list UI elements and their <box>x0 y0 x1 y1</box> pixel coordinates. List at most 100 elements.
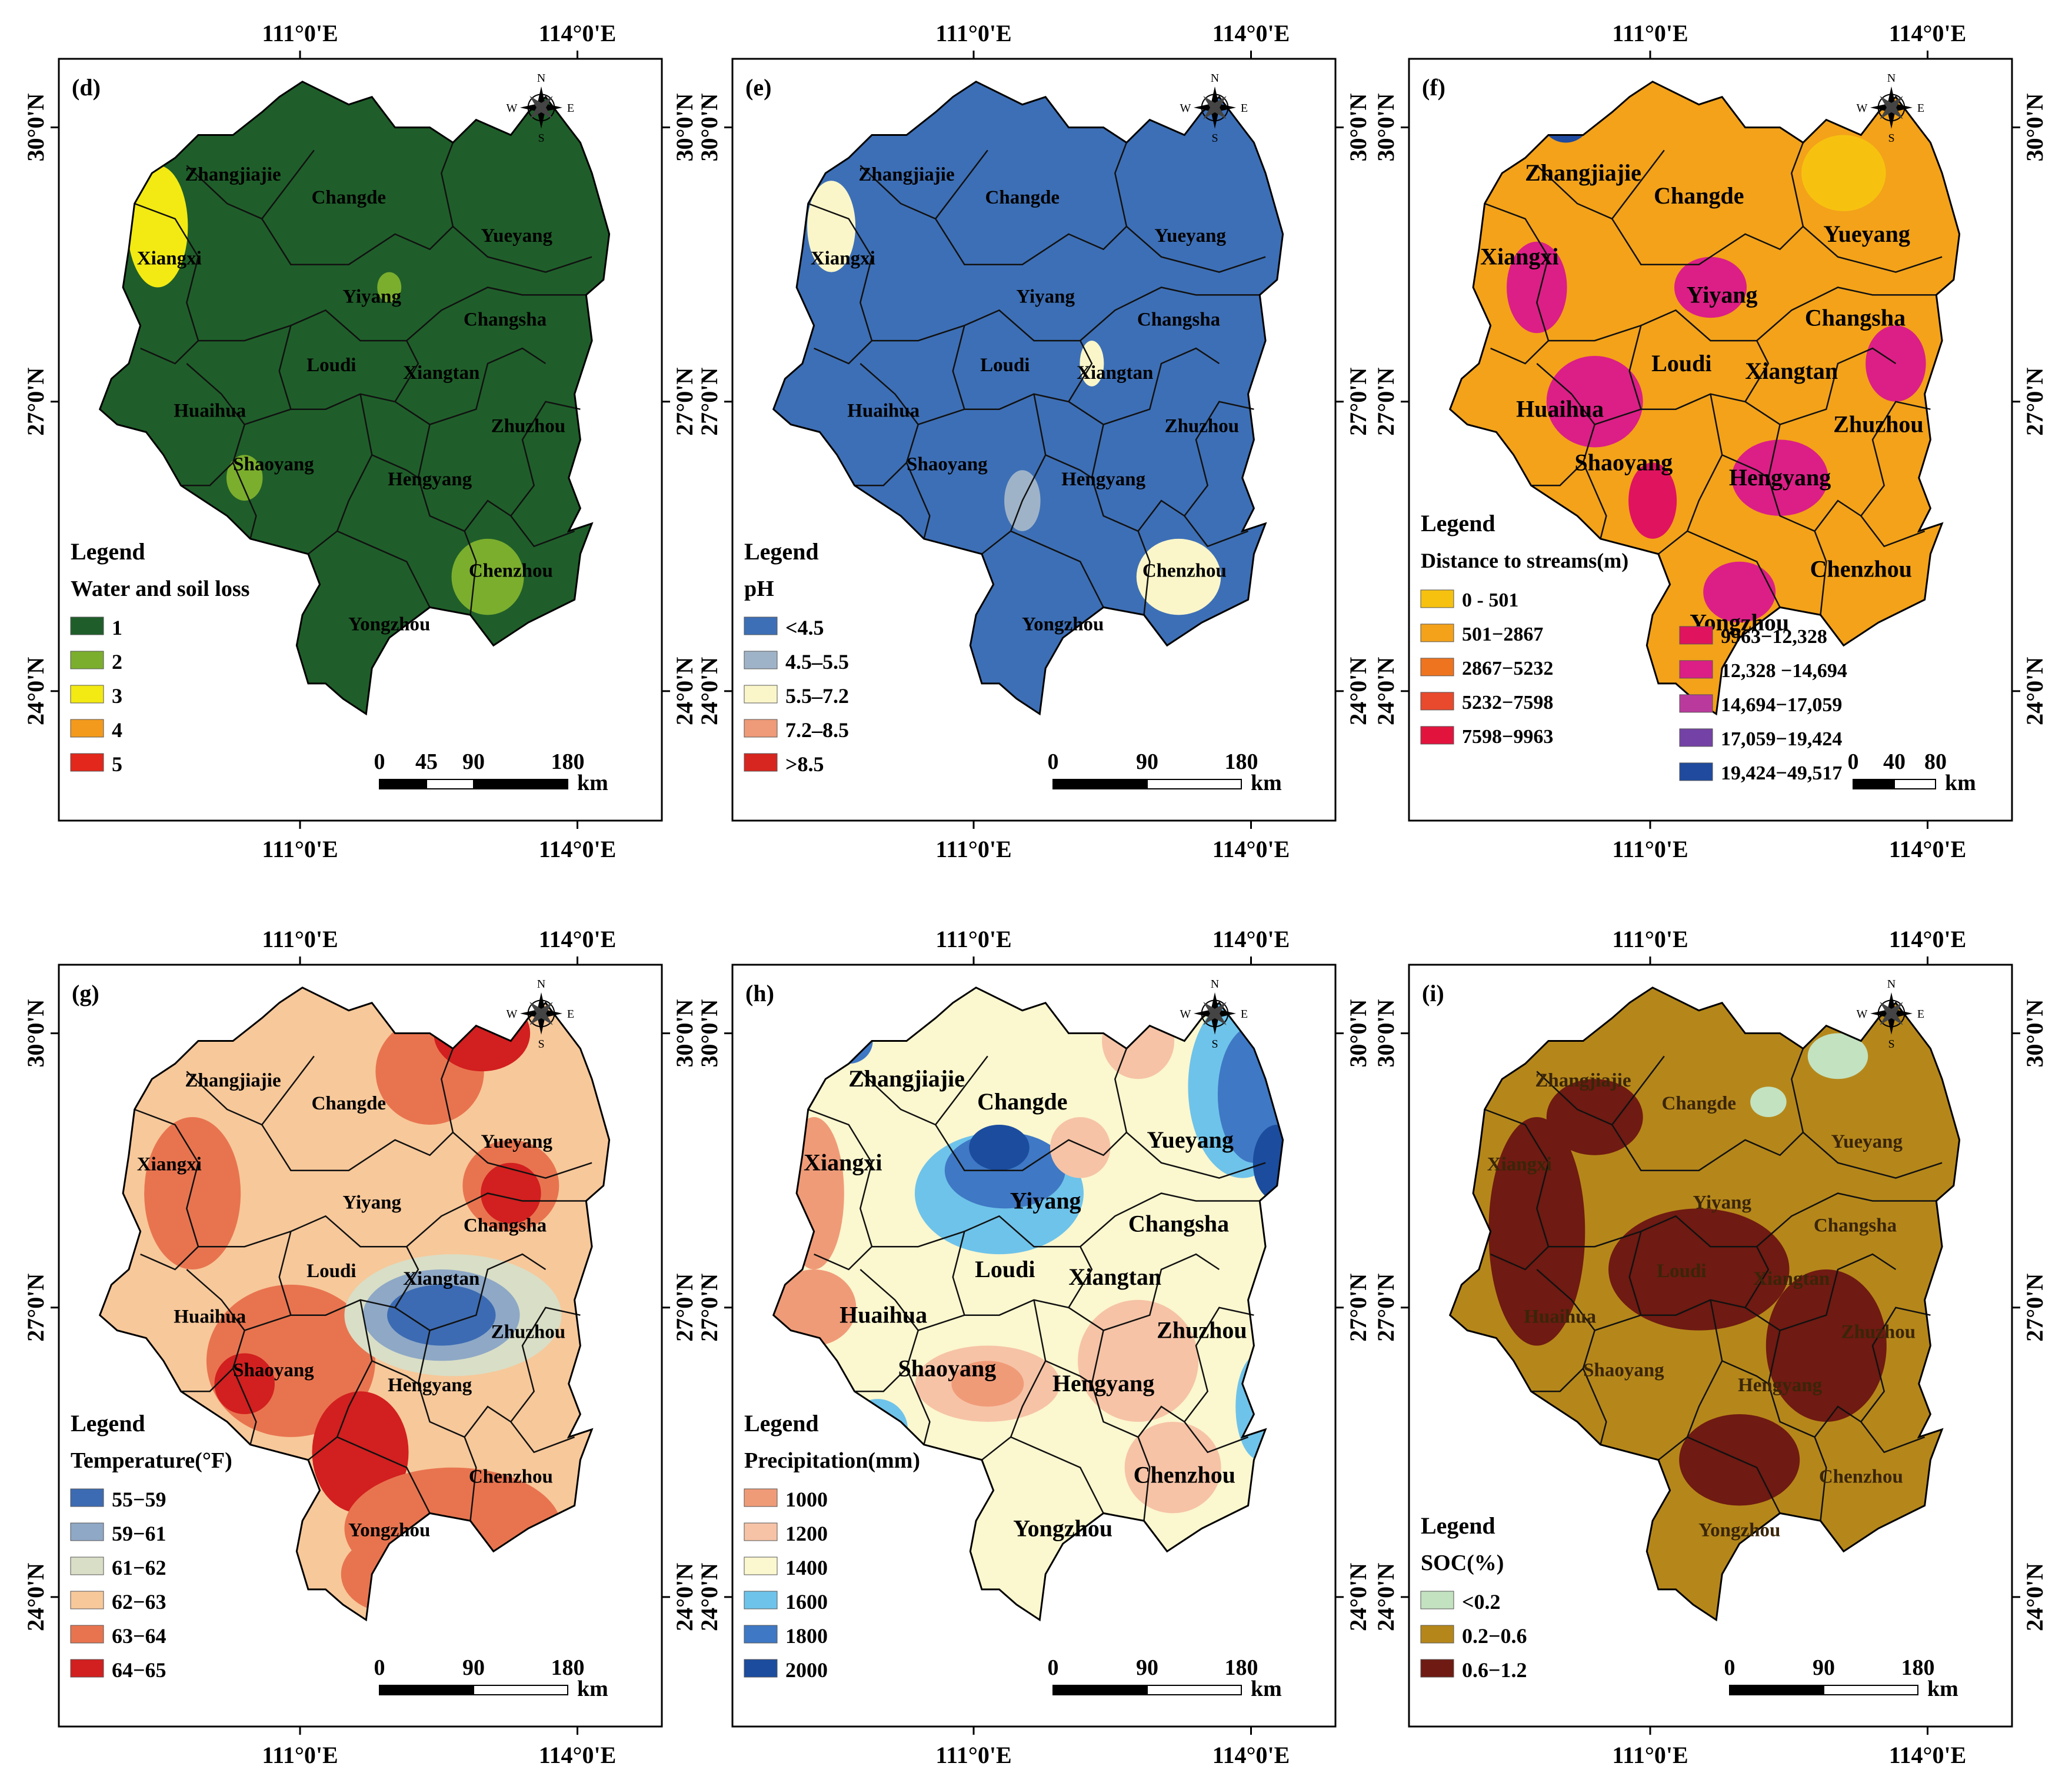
raster-overlay <box>1507 96 1960 623</box>
legend-swatch <box>744 1659 778 1678</box>
city-border <box>1814 531 1827 615</box>
city-label-shaoyang: Shaoyang <box>233 454 314 475</box>
lat-label-right: 30°0'N <box>671 93 698 161</box>
city-border <box>1860 1421 1926 1454</box>
city-label-hengyang: Hengyang <box>1729 464 1831 491</box>
city-label-yueyang: Yueyang <box>1831 1131 1903 1152</box>
city-label-loudi: Loudi <box>980 355 1030 376</box>
panel-label: (h) <box>745 980 774 1007</box>
city-label-huaihua: Huaihua <box>1516 396 1604 422</box>
city-label-zhuzhou: Zhuzhou <box>1165 416 1240 437</box>
legend-item-label: 1000 <box>785 1488 828 1511</box>
city-label-xiangxi: Xiangxi <box>811 248 875 269</box>
scale-tick-label: 80 <box>1924 749 1947 774</box>
city-label-hengyang: Hengyang <box>1738 1375 1823 1396</box>
scale-segment <box>473 1685 568 1695</box>
city-border <box>198 1192 587 1248</box>
value-zone <box>1252 1124 1283 1201</box>
lon-label-top: 114°0'E <box>539 20 617 46</box>
city-border <box>952 325 1093 410</box>
city-label-yiyang: Yiyang <box>1693 1192 1751 1213</box>
city-label-yongzhou: Yongzhou <box>1013 1515 1112 1541</box>
city-border <box>1548 1192 1937 1248</box>
legend-subtitle: Distance to streams(m) <box>1421 549 1628 572</box>
compass-s: S <box>1211 132 1218 145</box>
scale-tick-label: 0 <box>1048 1655 1059 1680</box>
legend-item-label: 0 - 501 <box>1462 589 1518 611</box>
city-border <box>1091 401 1254 532</box>
compass-s: S <box>538 1038 544 1051</box>
city-label-xiangxi: Xiangxi <box>1480 244 1558 270</box>
city-border <box>1814 1437 1827 1521</box>
lat-label-right: 27°0'N <box>2021 368 2048 436</box>
legend-item-label: 4 <box>112 718 122 742</box>
lat-label-right: 30°0'N <box>1345 999 1371 1067</box>
city-border <box>1582 1368 1607 1445</box>
city-border <box>1582 462 1607 539</box>
city-border <box>1594 1314 1641 1331</box>
value-zone <box>1750 1087 1787 1117</box>
compass-s: S <box>538 132 544 145</box>
legend-swatch <box>744 1488 778 1507</box>
city-border <box>337 530 431 608</box>
value-zone <box>1628 462 1677 539</box>
lat-label-right: 24°0'N <box>671 1563 698 1631</box>
scale-segment <box>1894 779 1936 789</box>
province-fill <box>1450 81 1960 714</box>
city-label-changde: Changde <box>977 1088 1067 1115</box>
lat-label-right: 27°0'N <box>1345 368 1371 436</box>
compass-s: S <box>1888 1038 1894 1051</box>
city-border <box>337 1436 431 1514</box>
city-label-zhuzhou: Zhuzhou <box>1157 1317 1247 1344</box>
scale-tick-label: 180 <box>1225 749 1258 774</box>
lat-label-left: 27°0'N <box>1373 368 1399 436</box>
legend-swatch <box>70 616 104 635</box>
city-border <box>181 1269 246 1392</box>
lat-label-left: 30°0'N <box>696 93 722 161</box>
map-panel-d: 111°0'E 111°0'E 114°0'E 114°0'E 30°0'N 30°0'N… <box>22 20 698 862</box>
city-label-huaihua: Huaihua <box>847 401 920 422</box>
city-label-zhangjiajie: Zhangjiajie <box>858 164 954 185</box>
legend-item-label: 501−2867 <box>1462 624 1543 645</box>
province-outline <box>1448 81 1961 716</box>
city-border <box>918 1314 965 1331</box>
city-label-yongzhou: Yongzhou <box>1022 614 1104 635</box>
legend-item-label: 2867−5232 <box>1462 658 1553 679</box>
lat-label-left: 24°0'N <box>22 1563 49 1631</box>
legend-subtitle: Temperature(°F) <box>71 1448 232 1473</box>
city-border <box>1628 1231 1770 1316</box>
scale-unit: km <box>577 1677 608 1701</box>
city-label-yongzhou: Yongzhou <box>348 1519 430 1541</box>
city-border <box>1721 454 1769 479</box>
city-label-xiangxi: Xiangxi <box>137 1154 202 1175</box>
compass-e: E <box>567 1008 574 1021</box>
city-border <box>232 1368 257 1445</box>
city-border <box>952 1231 1093 1316</box>
value-zone <box>226 455 263 501</box>
value-zone <box>377 272 402 303</box>
city-label-zhuzhou: Zhuzhou <box>1841 1322 1916 1343</box>
map-panel-h: 111°0'E 111°0'E 114°0'E 114°0'E 30°0'N 30°0'N… <box>696 926 1371 1768</box>
city-label-hengyang: Hengyang <box>1061 469 1146 490</box>
compass-s: S <box>1211 1038 1218 1051</box>
panel-label: (d) <box>72 74 101 101</box>
city-border <box>1045 454 1092 479</box>
scale-tick-label: 90 <box>462 1655 485 1680</box>
value-zone <box>1050 1117 1111 1178</box>
compass-e: E <box>1917 102 1924 115</box>
value-zone <box>1703 561 1776 623</box>
scale-tick-label: 180 <box>551 749 585 774</box>
province-outline <box>772 81 1284 716</box>
city-label-huaihua: Huaihua <box>174 401 246 422</box>
legend-swatch <box>70 651 104 669</box>
value-zone <box>451 538 524 615</box>
lon-label-bottom: 114°0'E <box>1889 1742 1967 1768</box>
lon-label-bottom: 111°0'E <box>262 1742 338 1768</box>
legend-subtitle: Precipitation(mm) <box>744 1448 920 1473</box>
legend-item-label: 1600 <box>785 1590 828 1614</box>
compass-rose-icon: N S E W <box>507 72 575 145</box>
value-zone <box>1801 135 1886 211</box>
city-border <box>1687 1436 1781 1514</box>
